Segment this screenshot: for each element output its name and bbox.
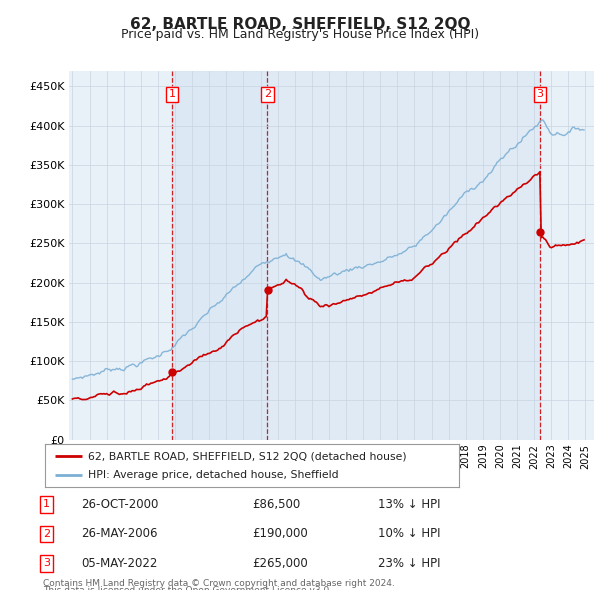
- Text: 2: 2: [43, 529, 50, 539]
- Text: Contains HM Land Registry data © Crown copyright and database right 2024.: Contains HM Land Registry data © Crown c…: [43, 579, 395, 588]
- Text: 1: 1: [43, 500, 50, 509]
- Text: HPI: Average price, detached house, Sheffield: HPI: Average price, detached house, Shef…: [88, 470, 339, 480]
- Bar: [268, 71, 540, 440]
- Text: 3: 3: [43, 559, 50, 568]
- Text: £86,500: £86,500: [252, 498, 300, 511]
- Text: Price paid vs. HM Land Registry's House Price Index (HPI): Price paid vs. HM Land Registry's House …: [121, 28, 479, 41]
- Text: 62, BARTLE ROAD, SHEFFIELD, S12 2QQ (detached house): 62, BARTLE ROAD, SHEFFIELD, S12 2QQ (det…: [88, 451, 407, 461]
- Text: £190,000: £190,000: [252, 527, 308, 540]
- Text: 13% ↓ HPI: 13% ↓ HPI: [378, 498, 440, 511]
- Text: 2: 2: [264, 89, 271, 99]
- Text: 3: 3: [536, 89, 544, 99]
- Text: 26-OCT-2000: 26-OCT-2000: [81, 498, 158, 511]
- Text: £265,000: £265,000: [252, 557, 308, 570]
- Text: 1: 1: [169, 89, 175, 99]
- Text: 62, BARTLE ROAD, SHEFFIELD, S12 2QQ: 62, BARTLE ROAD, SHEFFIELD, S12 2QQ: [130, 17, 470, 31]
- Text: This data is licensed under the Open Government Licence v3.0.: This data is licensed under the Open Gov…: [43, 586, 332, 590]
- Text: 26-MAY-2006: 26-MAY-2006: [81, 527, 157, 540]
- Text: 05-MAY-2022: 05-MAY-2022: [81, 557, 157, 570]
- Bar: [172, 71, 268, 440]
- Text: 23% ↓ HPI: 23% ↓ HPI: [378, 557, 440, 570]
- Text: 10% ↓ HPI: 10% ↓ HPI: [378, 527, 440, 540]
